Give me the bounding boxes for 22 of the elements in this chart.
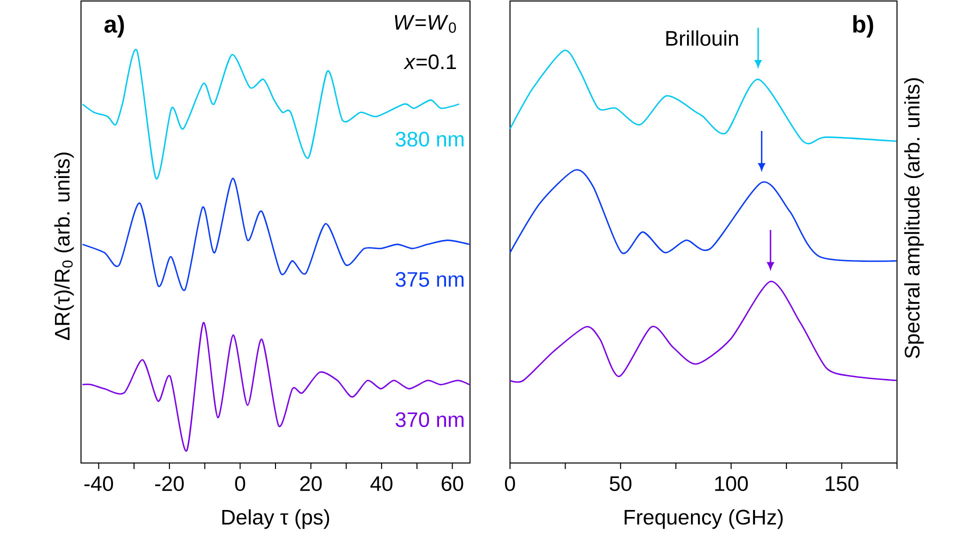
x-tick-label: 60 [442,476,464,492]
x-tick-label: -20 [155,476,184,492]
x-tick-label: 20 [300,476,322,492]
x-axis-title: Delay τ (ps) [222,509,330,529]
x-tick-label: 0 [235,476,246,492]
x-tick-label: -40 [84,476,114,492]
annotation: x=0.1 [404,54,456,70]
series-label: 375 nm [396,272,464,287]
y-axis-title: ΔR(τ)/R$_{0}$ (arb. units) [54,152,74,340]
x-tick-label: 100 [715,476,748,492]
chart-title: a) [104,15,124,38]
x-tick-label: 150 [826,476,858,492]
x-tick-label: 40 [370,476,392,492]
annotation: Brillouin [666,30,738,46]
chart-title: b) [853,15,874,38]
x-axis-title: Frequency (GHz) [624,509,783,529]
series-label: 380 nm [396,132,464,147]
y-axis-title: Spectral amplitude (arb. units) [904,78,924,358]
x-tick-label: 0 [504,476,516,492]
text: W=W$_{0}$ [394,15,456,33]
series-label: 370 nm [396,412,464,428]
x-tick-label: 50 [610,476,632,492]
